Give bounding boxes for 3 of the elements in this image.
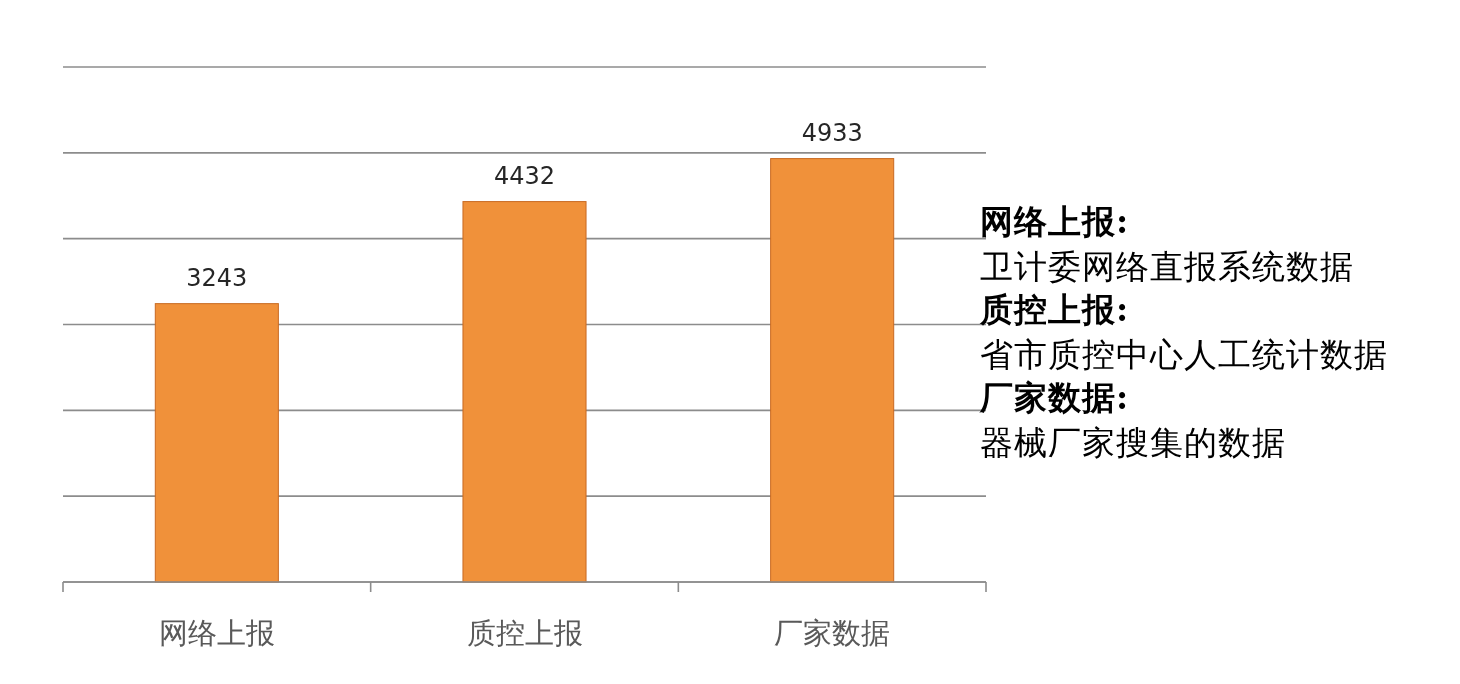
data-label: 4933 — [801, 118, 863, 147]
data-label: 4432 — [493, 161, 556, 190]
data-label: 3243 — [186, 263, 248, 292]
